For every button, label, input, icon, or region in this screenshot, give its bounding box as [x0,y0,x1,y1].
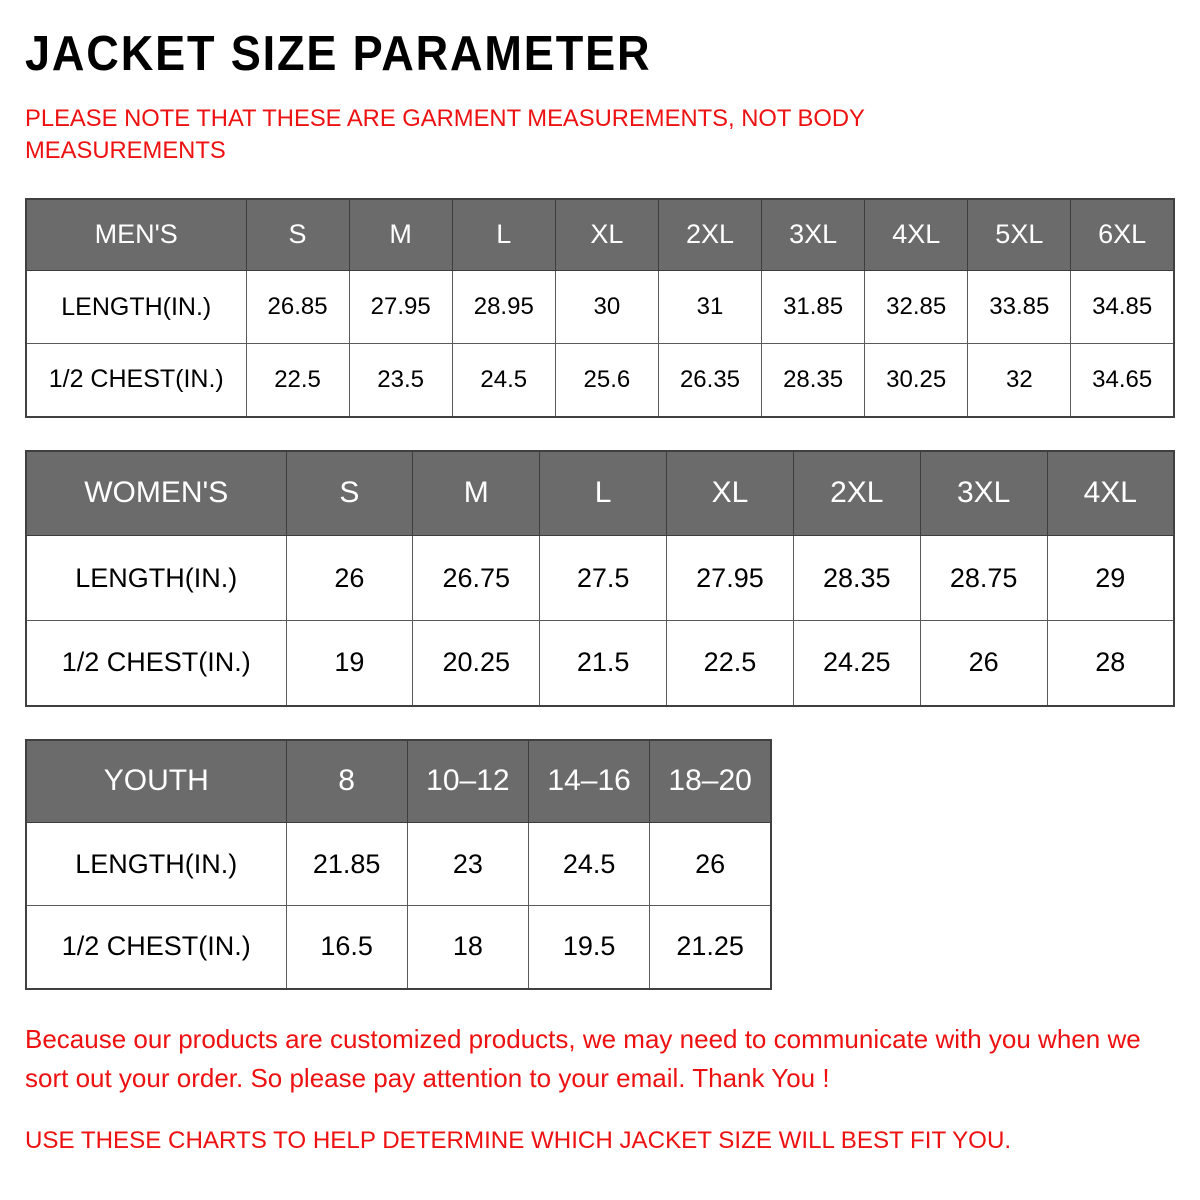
mens-column-5xl: 5XL [967,198,1072,272]
table-row: 1/2 CHEST(IN.) 16.5 18 19.5 21.25 [25,905,772,990]
mens-column-4xl: 4XL [864,198,969,272]
table-row: 1/2 CHEST(IN.) 22.5 23.5 24.5 25.6 26.35… [25,343,1175,418]
mens-table-body: LENGTH(IN.) 26.85 27.95 28.95 30 31 31.8… [25,270,1175,418]
womens-chest-2xl: 24.25 [792,620,921,707]
measurement-note: PLEASE NOTE THAT THESE ARE GARMENT MEASU… [25,105,865,165]
mens-row-chest-label: 1/2 CHEST(IN.) [25,343,247,418]
womens-column-4xl: 4XL [1046,450,1175,537]
footer-block: Because our products are customized prod… [25,990,1175,1158]
customization-notice: Because our products are customized prod… [25,1023,1141,1093]
mens-length-6xl: 34.85 [1070,270,1175,345]
womens-chest-4xl: 28 [1046,620,1175,707]
womens-column-xl: XL [666,450,794,537]
youth-column-14-16: 14–16 [527,739,651,824]
mens-length-s: 26.85 [245,270,350,345]
mens-column-2xl: 2XL [657,198,763,272]
table-header-row: YOUTH 8 10–12 14–16 18–20 [25,739,772,824]
womens-column-m: M [412,450,541,537]
table-row: LENGTH(IN.) 21.85 23 24.5 26 [25,822,772,907]
womens-row-chest-label: 1/2 CHEST(IN.) [25,620,287,707]
mens-table-head: MEN'S S M L XL 2XL 3XL 4XL 5XL 6XL [25,198,1175,272]
womens-size-table: WOMEN'S S M L XL 2XL 3XL 4XL LENGTH(IN.)… [25,449,1175,707]
mens-length-2xl: 31 [657,270,763,345]
mens-chest-4xl: 30.25 [864,343,969,418]
womens-column-2xl: 2XL [792,450,921,537]
youth-chest-14-16: 19.5 [527,905,651,990]
womens-chest-3xl: 26 [919,620,1048,707]
youth-length-14-16: 24.5 [527,822,651,907]
mens-length-m: 27.95 [348,270,453,345]
mens-length-5xl: 33.85 [967,270,1072,345]
mens-chest-6xl: 34.65 [1070,343,1175,418]
womens-chest-xl: 22.5 [666,620,794,707]
mens-length-3xl: 31.85 [761,270,866,345]
mens-length-xl: 30 [554,270,659,345]
table-row: 1/2 CHEST(IN.) 19 20.25 21.5 22.5 24.25 … [25,620,1175,707]
mens-length-l: 28.95 [451,270,556,345]
youth-chest-10-12: 18 [406,905,530,990]
mens-chest-s: 22.5 [245,343,350,418]
womens-chest-l: 21.5 [539,620,668,707]
womens-table-head: WOMEN'S S M L XL 2XL 3XL 4XL [25,450,1175,537]
table-header-row: WOMEN'S S M L XL 2XL 3XL 4XL [25,450,1175,537]
womens-length-3xl: 28.75 [919,535,1048,622]
youth-column-10-12: 10–12 [406,739,530,824]
mens-chest-m: 23.5 [348,343,453,418]
mens-chest-5xl: 32 [967,343,1072,418]
mens-header-label: MEN'S [25,198,247,272]
womens-header-label: WOMEN'S [25,450,287,537]
mens-column-m: M [348,198,453,272]
womens-length-m: 26.75 [412,535,541,622]
youth-column-18-20: 18–20 [649,739,772,824]
womens-column-s: S [285,450,414,537]
youth-chest-8: 16.5 [285,905,408,990]
mens-chest-xl: 25.6 [554,343,659,418]
youth-column-8: 8 [285,739,408,824]
womens-length-4xl: 29 [1046,535,1175,622]
youth-length-8: 21.85 [285,822,408,907]
mens-length-4xl: 32.85 [864,270,969,345]
mens-chest-l: 24.5 [451,343,556,418]
womens-length-xl: 27.95 [666,535,794,622]
youth-table-head: YOUTH 8 10–12 14–16 18–20 [25,739,772,824]
mens-row-length-label: LENGTH(IN.) [25,270,247,345]
mens-chest-2xl: 26.35 [657,343,763,418]
chart-usage-notice: USE THESE CHARTS TO HELP DETERMINE WHICH… [25,1126,1012,1154]
mens-column-xl: XL [554,198,659,272]
table-row: LENGTH(IN.) 26.85 27.95 28.95 30 31 31.8… [25,270,1175,345]
womens-length-2xl: 28.35 [792,535,921,622]
youth-row-chest-label: 1/2 CHEST(IN.) [25,905,287,990]
womens-row-length-label: LENGTH(IN.) [25,535,287,622]
mens-size-table: MEN'S S M L XL 2XL 3XL 4XL 5XL 6XL LENGT… [25,197,1175,418]
youth-length-10-12: 23 [406,822,530,907]
mens-column-6xl: 6XL [1070,198,1175,272]
table-header-row: MEN'S S M L XL 2XL 3XL 4XL 5XL 6XL [25,198,1175,272]
womens-chest-s: 19 [285,620,414,707]
womens-chest-m: 20.25 [412,620,541,707]
womens-column-l: L [539,450,668,537]
youth-length-18-20: 26 [649,822,772,907]
youth-chest-18-20: 21.25 [649,905,772,990]
page-title: JACKET SIZE PARAMETER [25,27,652,81]
youth-header-label: YOUTH [25,739,287,824]
mens-chest-3xl: 28.35 [761,343,866,418]
womens-length-s: 26 [285,535,414,622]
youth-size-table: YOUTH 8 10–12 14–16 18–20 LENGTH(IN.) 21… [25,738,772,990]
youth-row-length-label: LENGTH(IN.) [25,822,287,907]
table-row: LENGTH(IN.) 26 26.75 27.5 27.95 28.35 28… [25,535,1175,622]
womens-table-body: LENGTH(IN.) 26 26.75 27.5 27.95 28.35 28… [25,535,1175,707]
mens-column-s: S [245,198,350,272]
womens-length-l: 27.5 [539,535,668,622]
youth-table-body: LENGTH(IN.) 21.85 23 24.5 26 1/2 CHEST(I… [25,822,772,990]
mens-column-l: L [451,198,556,272]
womens-column-3xl: 3XL [919,450,1048,537]
mens-column-3xl: 3XL [761,198,866,272]
